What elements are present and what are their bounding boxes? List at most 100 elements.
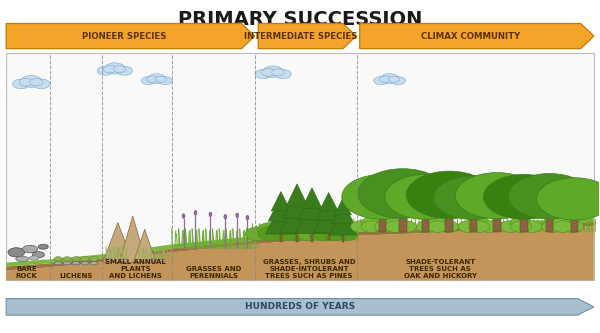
Circle shape xyxy=(536,178,600,220)
Ellipse shape xyxy=(194,210,197,215)
Ellipse shape xyxy=(90,262,98,265)
Ellipse shape xyxy=(209,212,212,217)
Polygon shape xyxy=(299,193,325,219)
Circle shape xyxy=(427,221,448,232)
FancyBboxPatch shape xyxy=(6,53,594,280)
Circle shape xyxy=(484,174,565,219)
Circle shape xyxy=(257,227,283,241)
Bar xyxy=(493,213,501,232)
Circle shape xyxy=(270,227,295,241)
Circle shape xyxy=(374,221,395,232)
Text: HUNDREDS OF YEARS: HUNDREDS OF YEARS xyxy=(245,302,355,311)
Circle shape xyxy=(13,79,30,89)
Ellipse shape xyxy=(136,259,142,262)
Bar xyxy=(520,214,527,232)
Text: GRASSES AND
PERENNIALS: GRASSES AND PERENNIALS xyxy=(186,266,241,279)
Ellipse shape xyxy=(246,215,249,220)
Circle shape xyxy=(19,78,33,86)
Ellipse shape xyxy=(224,214,227,219)
Ellipse shape xyxy=(16,256,29,262)
Circle shape xyxy=(336,228,358,241)
Polygon shape xyxy=(283,190,311,218)
Circle shape xyxy=(321,228,344,241)
Polygon shape xyxy=(280,199,314,233)
Polygon shape xyxy=(265,205,296,234)
Text: PIONEER SPECIES: PIONEER SPECIES xyxy=(82,32,166,41)
Polygon shape xyxy=(103,223,133,262)
Bar xyxy=(280,234,282,242)
Text: SHADE-TOLERANT
TREES SUCH AS
OAK AND HICKORY: SHADE-TOLERANT TREES SUCH AS OAK AND HIC… xyxy=(404,259,477,279)
Polygon shape xyxy=(334,198,352,215)
Circle shape xyxy=(325,224,347,237)
Circle shape xyxy=(90,257,98,261)
Bar xyxy=(398,212,407,232)
Bar xyxy=(546,213,553,232)
Ellipse shape xyxy=(81,262,89,265)
Bar xyxy=(379,214,386,232)
Circle shape xyxy=(342,174,423,219)
Polygon shape xyxy=(119,216,146,262)
Ellipse shape xyxy=(236,213,239,218)
Circle shape xyxy=(155,76,166,82)
Circle shape xyxy=(81,257,89,261)
Polygon shape xyxy=(268,197,293,221)
Ellipse shape xyxy=(121,259,127,262)
Circle shape xyxy=(30,79,43,86)
Bar xyxy=(296,233,298,242)
Circle shape xyxy=(97,66,113,75)
Ellipse shape xyxy=(72,262,80,265)
Polygon shape xyxy=(302,188,322,208)
Circle shape xyxy=(262,69,275,76)
Polygon shape xyxy=(296,202,328,233)
Circle shape xyxy=(358,169,448,218)
Ellipse shape xyxy=(29,256,39,260)
Ellipse shape xyxy=(151,259,157,261)
Text: LICHENS: LICHENS xyxy=(59,273,93,279)
Text: INTERMEDIATE SPECIES: INTERMEDIATE SPECIES xyxy=(244,32,358,41)
Polygon shape xyxy=(6,299,594,315)
Bar xyxy=(328,233,330,240)
Circle shape xyxy=(245,227,270,241)
Circle shape xyxy=(395,221,416,232)
Circle shape xyxy=(350,221,371,232)
Circle shape xyxy=(521,221,542,232)
Circle shape xyxy=(542,221,563,232)
Polygon shape xyxy=(360,24,594,49)
Circle shape xyxy=(437,221,458,232)
Circle shape xyxy=(552,217,573,229)
Polygon shape xyxy=(271,191,290,211)
Circle shape xyxy=(272,226,298,241)
Polygon shape xyxy=(286,184,308,206)
Circle shape xyxy=(469,217,490,229)
Polygon shape xyxy=(319,192,338,211)
Polygon shape xyxy=(6,218,594,266)
Circle shape xyxy=(511,221,532,232)
Polygon shape xyxy=(316,197,341,220)
Circle shape xyxy=(374,77,388,85)
Polygon shape xyxy=(332,202,354,224)
Bar xyxy=(571,215,578,232)
Text: PRIMARY SUCCESSION: PRIMARY SUCCESSION xyxy=(178,10,422,29)
Circle shape xyxy=(361,221,382,232)
Text: BARE
ROCK: BARE ROCK xyxy=(16,266,37,279)
Circle shape xyxy=(275,70,291,79)
Text: CLIMAX COMMUNITY: CLIMAX COMMUNITY xyxy=(421,32,520,41)
Ellipse shape xyxy=(54,262,62,265)
Circle shape xyxy=(500,221,521,232)
Circle shape xyxy=(146,76,158,83)
Circle shape xyxy=(469,221,490,232)
Circle shape xyxy=(113,66,126,73)
Circle shape xyxy=(458,221,479,232)
Circle shape xyxy=(479,221,500,232)
Circle shape xyxy=(54,257,62,261)
Circle shape xyxy=(297,228,321,241)
Circle shape xyxy=(255,70,272,79)
Circle shape xyxy=(158,77,172,85)
Polygon shape xyxy=(6,222,594,270)
Ellipse shape xyxy=(182,214,185,218)
Polygon shape xyxy=(6,226,594,280)
Ellipse shape xyxy=(8,248,25,257)
Circle shape xyxy=(20,76,42,87)
Circle shape xyxy=(313,228,336,241)
Polygon shape xyxy=(329,210,357,235)
